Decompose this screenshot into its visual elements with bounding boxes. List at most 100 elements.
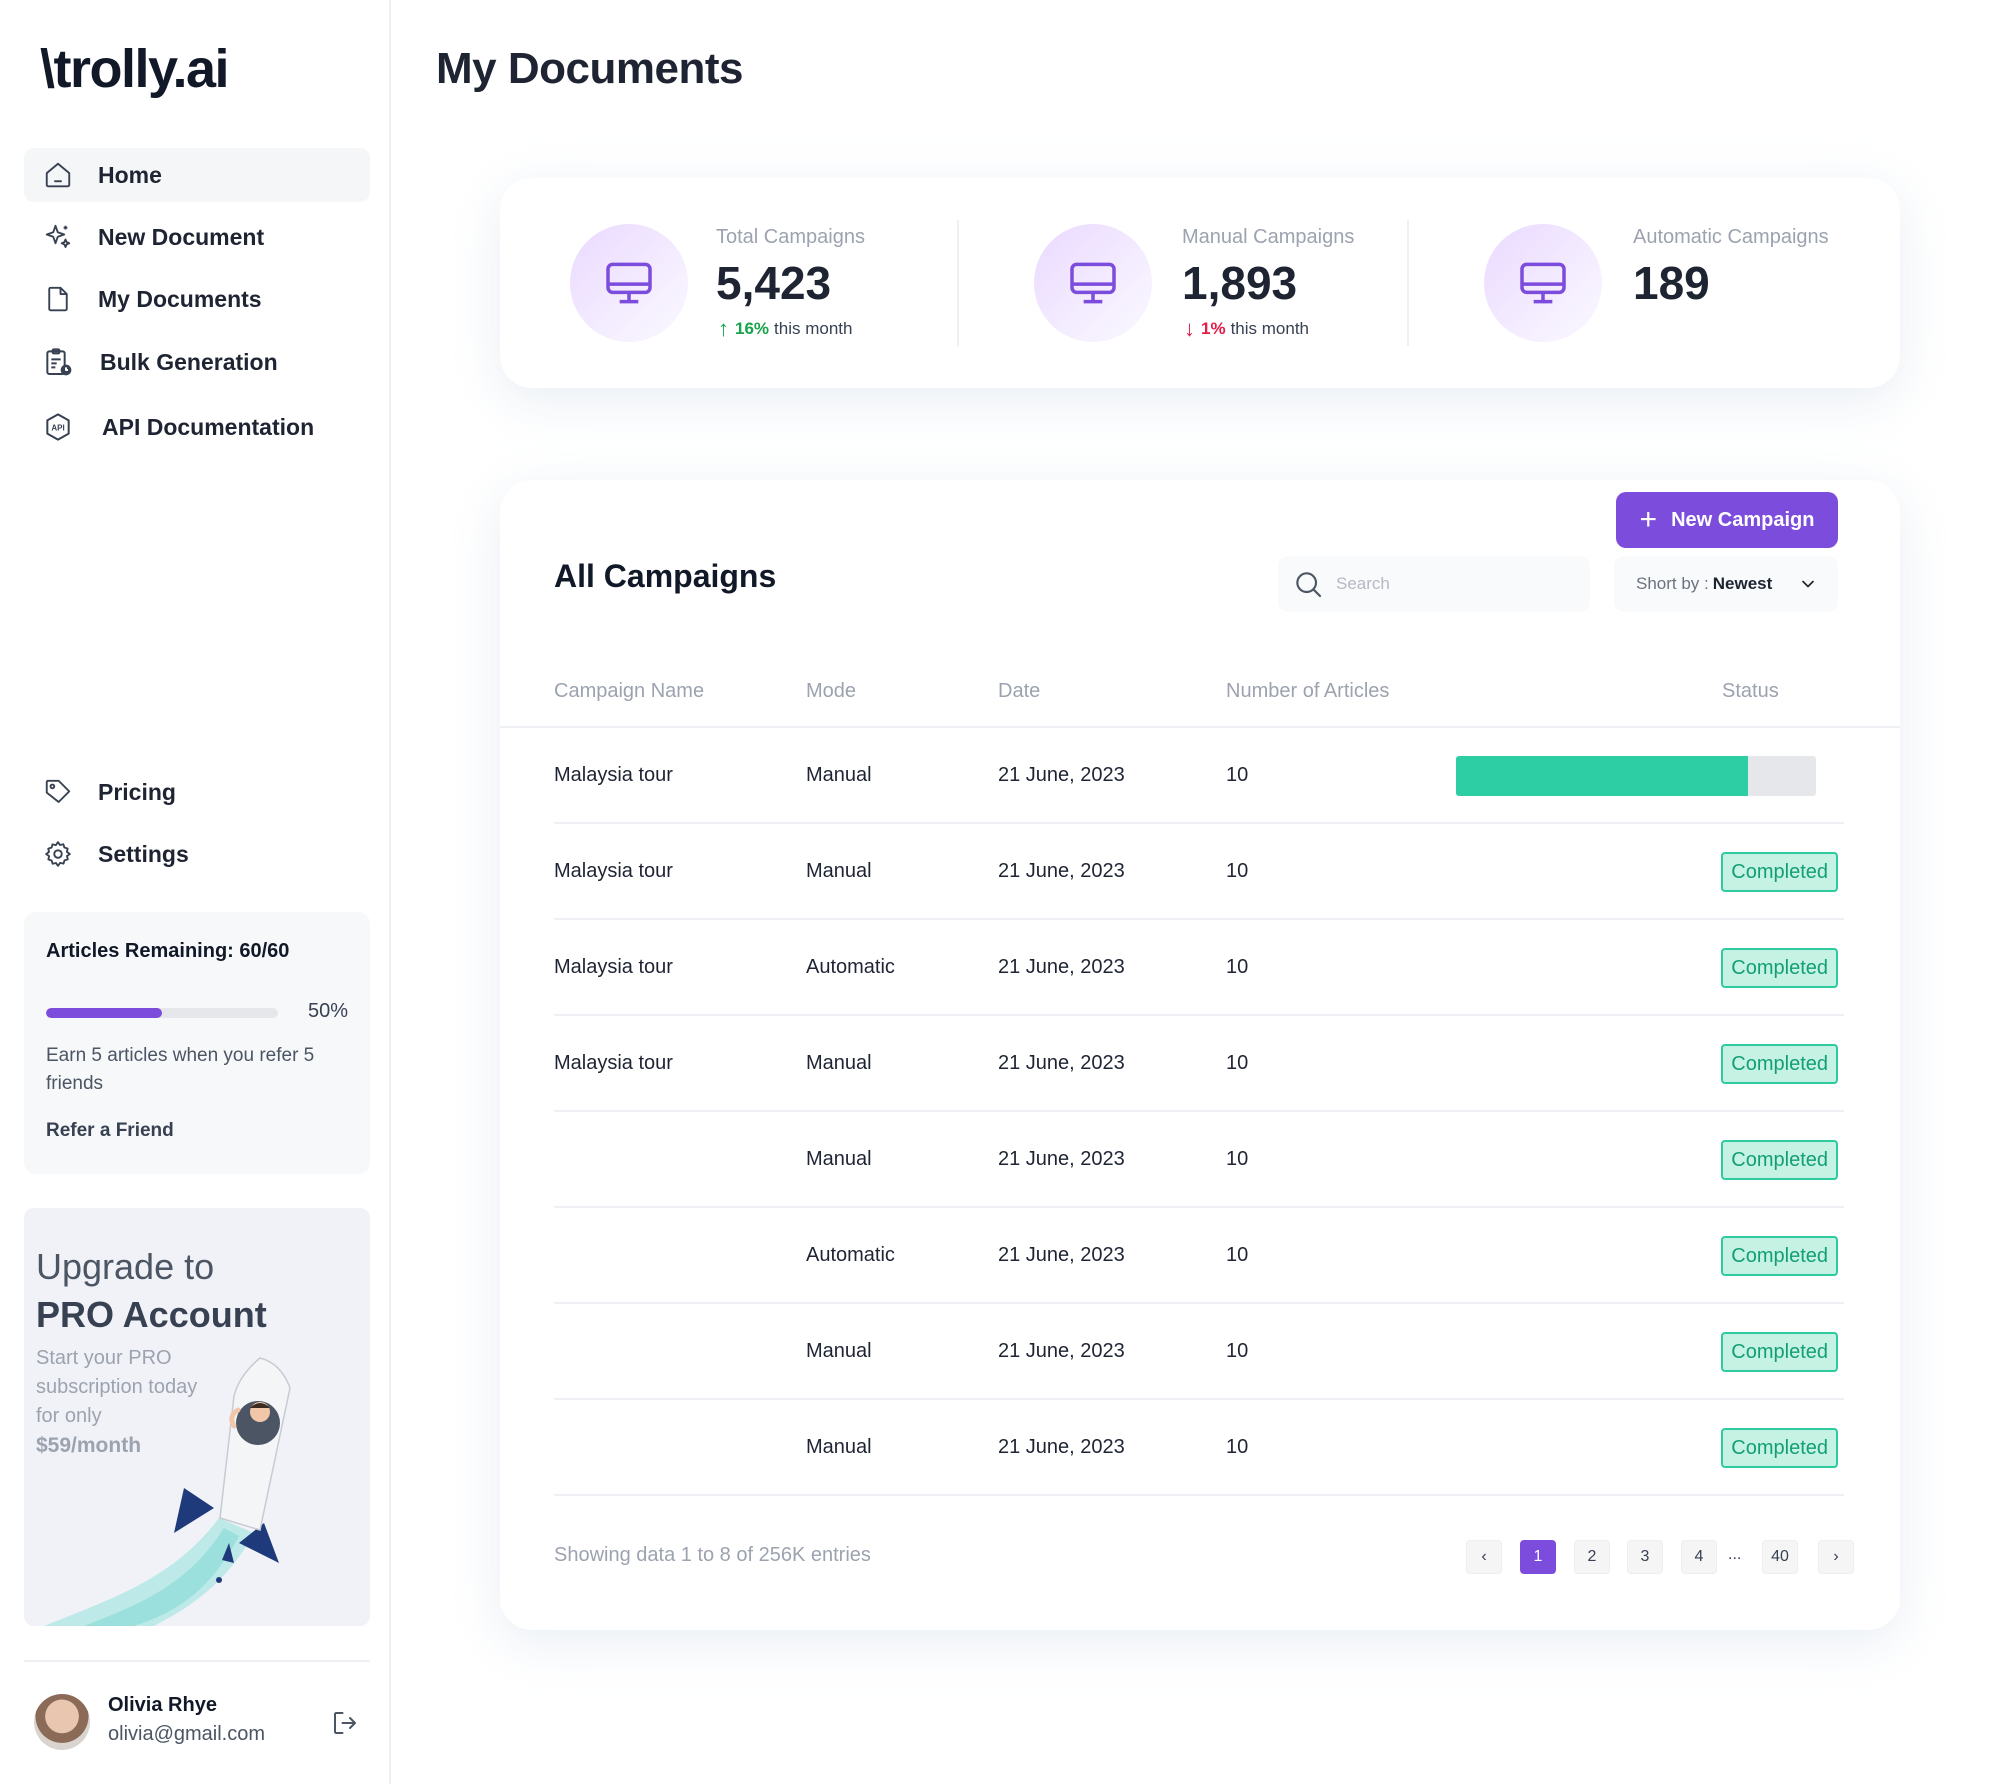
cell-mode: Automatic — [806, 1244, 895, 1266]
status-badge: Completed — [1721, 852, 1838, 892]
search-icon — [1296, 572, 1322, 598]
table-row[interactable]: Manual 21 June, 2023 10 Completed — [554, 1304, 1844, 1400]
pagination-page-button[interactable]: 4 — [1681, 1540, 1717, 1574]
clipboard-clock-icon — [42, 346, 74, 378]
pagination-page-button[interactable]: 2 — [1574, 1540, 1610, 1574]
status-badge: Completed — [1721, 1044, 1838, 1084]
pagination-page-button[interactable]: 40 — [1762, 1540, 1798, 1574]
sidebar-item-api-documentation[interactable]: API API Documentation — [24, 400, 370, 454]
cell-campaign-name: Malaysia tour — [554, 764, 673, 786]
header-divider — [500, 726, 1900, 728]
stat-manual-value: 1,893 — [1182, 257, 1298, 309]
sidebar-item-home[interactable]: Home — [24, 148, 370, 202]
svg-text:API: API — [51, 423, 64, 432]
pagination-page-button[interactable]: 1 — [1520, 1540, 1556, 1574]
search-input[interactable] — [1336, 574, 1566, 594]
cell-date: 21 June, 2023 — [998, 1340, 1125, 1362]
articles-remaining-card: Articles Remaining: 60/60 50% Earn 5 art… — [24, 912, 370, 1174]
pagination-next-button[interactable]: › — [1818, 1540, 1854, 1574]
table-row[interactable]: Malaysia tour Automatic 21 June, 2023 10 Com… — [554, 920, 1844, 1016]
pagination: ‹ 1 2 3 4 ... 40 › — [500, 1540, 1900, 1574]
logo[interactable]: \trolly.ai — [40, 39, 230, 99]
upgrade-title-line1: Upgrade to — [36, 1246, 215, 1287]
cell-campaign-name: Malaysia tour — [554, 956, 673, 978]
column-header-status[interactable]: Status — [1722, 680, 1779, 702]
cell-articles: 10 — [1226, 1244, 1249, 1266]
status-badge: Completed — [1721, 1428, 1838, 1468]
column-header-name[interactable]: Campaign Name — [554, 680, 705, 702]
sidebar-item-pricing[interactable]: Pricing — [24, 765, 370, 819]
sidebar-item-label: Settings — [98, 840, 189, 867]
arrow-down-icon: ↓ — [1184, 316, 1195, 341]
cell-date: 21 June, 2023 — [998, 1148, 1125, 1170]
sort-value: Newest — [1712, 574, 1773, 593]
refer-description: Earn 5 articles when you refer 5 friends — [46, 1045, 315, 1094]
stat-manual-change-pct: 1% — [1201, 319, 1226, 338]
cell-campaign-name: Malaysia tour — [554, 1052, 673, 1074]
stat-total-change: ↑ 16% this month — [718, 316, 852, 342]
column-header-articles[interactable]: Number of Articles — [1226, 680, 1390, 702]
cell-date: 21 June, 2023 — [998, 1244, 1125, 1266]
table-row[interactable]: Malaysia tour Manual 21 June, 2023 10 — [554, 728, 1844, 824]
table-row[interactable]: Manual 21 June, 2023 10 Completed — [554, 1112, 1844, 1208]
sidebar-item-label: API Documentation — [102, 413, 315, 440]
sidebar: \trolly.ai Home New Document My Document… — [0, 0, 391, 1784]
upgrade-title-line2: PRO Account — [36, 1294, 267, 1335]
sort-label: Short by : — [1636, 574, 1709, 593]
cell-date: 21 June, 2023 — [998, 1052, 1125, 1074]
column-header-mode[interactable]: Mode — [806, 680, 857, 702]
sort-dropdown[interactable]: Short by : Newest — [1614, 556, 1838, 612]
monitor-icon — [570, 224, 688, 342]
stat-manual-change: ↓ 1% this month — [1184, 316, 1309, 342]
pagination-page-button[interactable]: 3 — [1627, 1540, 1663, 1574]
pagination-prev-button[interactable]: ‹ — [1466, 1540, 1502, 1574]
sidebar-item-new-document[interactable]: New Document — [24, 210, 370, 264]
logout-icon[interactable] — [330, 1708, 360, 1738]
search-box[interactable] — [1278, 556, 1590, 612]
monitor-icon — [1484, 224, 1602, 342]
cell-date: 21 June, 2023 — [998, 1436, 1125, 1458]
section-title: All Campaigns — [554, 558, 777, 594]
rocket-illustration — [44, 1357, 291, 1626]
cell-mode: Manual — [806, 1052, 872, 1074]
stat-manual-label: Manual Campaigns — [1182, 226, 1355, 248]
status-badge: Completed — [1721, 948, 1838, 988]
avatar[interactable] — [34, 1694, 90, 1750]
stat-total-value: 5,423 — [716, 257, 832, 309]
cell-articles: 10 — [1226, 764, 1249, 786]
new-campaign-button-label: New Campaign — [1671, 508, 1815, 531]
sidebar-item-label: Bulk Generation — [100, 348, 278, 375]
stat-manual-change-text: this month — [1230, 319, 1310, 338]
plus-icon: + — [1639, 503, 1658, 536]
column-header-date[interactable]: Date — [998, 680, 1041, 702]
cell-date: 21 June, 2023 — [998, 764, 1125, 786]
refer-a-friend-link[interactable]: Refer a Friend — [46, 1120, 174, 1141]
gear-icon — [42, 838, 74, 870]
user-divider — [24, 1660, 370, 1662]
cell-mode: Manual — [806, 1148, 872, 1170]
table-row[interactable]: Automatic 21 June, 2023 10 Completed — [554, 1208, 1844, 1304]
table-row[interactable]: Malaysia tour Manual 21 June, 2023 10 Comple… — [554, 824, 1844, 920]
upgrade-card[interactable]: Upgrade to PRO Account Start your PRO su… — [24, 1208, 370, 1626]
sidebar-item-my-documents[interactable]: My Documents — [24, 272, 370, 326]
pagination-ellipsis: ... — [1728, 1546, 1742, 1563]
cell-mode: Manual — [806, 860, 872, 882]
new-campaign-button[interactable]: + New Campaign — [1616, 492, 1838, 548]
sidebar-item-bulk-generation[interactable]: Bulk Generation — [24, 335, 370, 389]
table-row[interactable]: Manual 21 June, 2023 10 Completed — [554, 1400, 1844, 1496]
table-row[interactable]: Malaysia tour Manual 21 June, 2023 10 Comple… — [554, 1016, 1844, 1112]
stats-card: Total Campaigns 5,423 ↑ 16% this month M… — [500, 178, 1900, 388]
cell-date: 21 June, 2023 — [998, 956, 1125, 978]
campaigns-card: + New Campaign All Campaigns Short by : … — [500, 480, 1900, 1630]
pagination-info: Showing data 1 to 8 of 256K entries — [554, 1544, 871, 1566]
cell-mode: Automatic — [806, 956, 895, 978]
cell-campaign-name: Malaysia tour — [554, 860, 673, 882]
cell-articles: 10 — [1226, 956, 1249, 978]
cell-mode: Manual — [806, 1340, 872, 1362]
cell-date: 21 June, 2023 — [998, 860, 1125, 882]
cell-articles: 10 — [1226, 1052, 1249, 1074]
articles-progress-fill — [46, 1008, 162, 1018]
sidebar-item-settings[interactable]: Settings — [24, 827, 370, 881]
stat-total-label: Total Campaigns — [716, 226, 865, 248]
cell-articles: 10 — [1226, 1340, 1249, 1362]
